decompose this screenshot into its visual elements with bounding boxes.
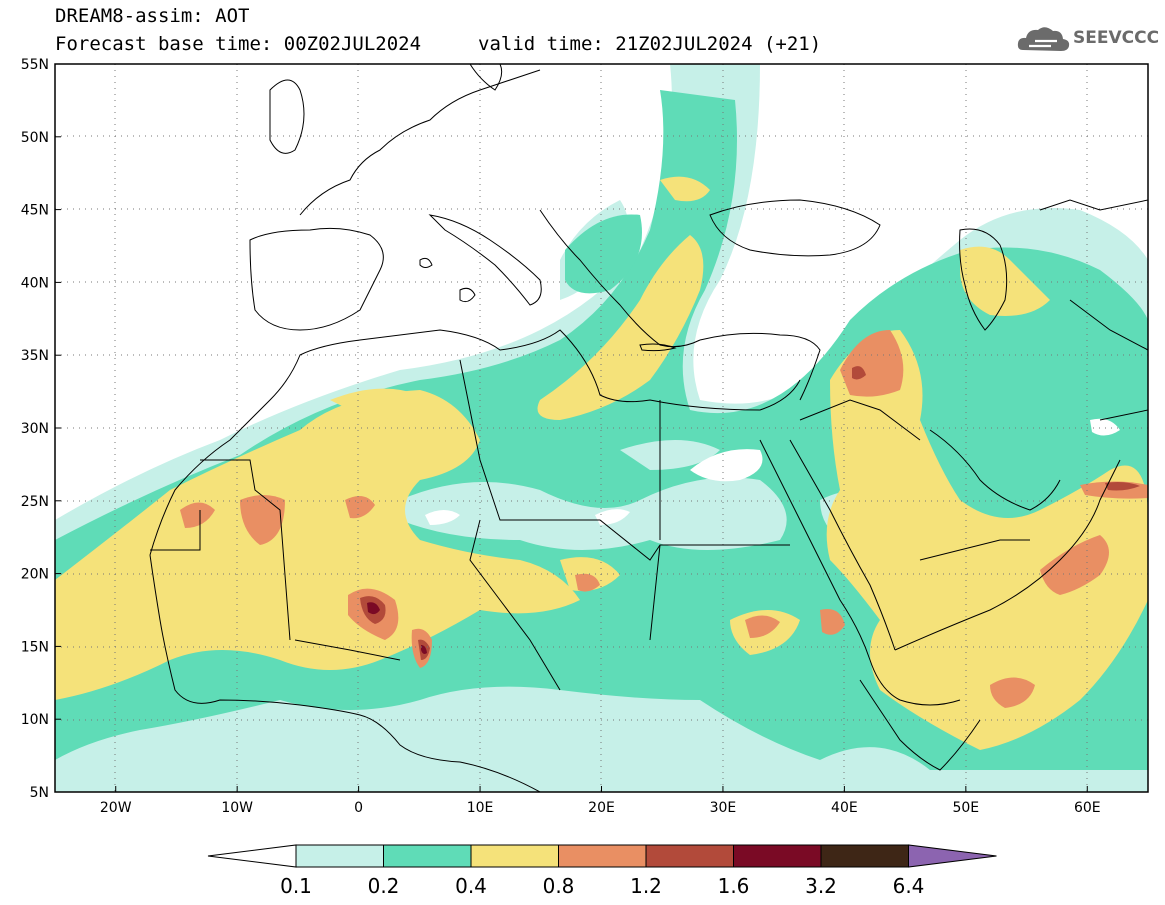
lat-label: 30N	[21, 421, 49, 437]
cloud-logo-icon	[1017, 27, 1070, 51]
lon-label: 40E	[831, 800, 858, 816]
lat-label: 10N	[21, 712, 49, 728]
lon-label: 10W	[221, 800, 253, 816]
lon-label: 50E	[952, 800, 979, 816]
lon-label: 20E	[588, 800, 615, 816]
lat-label: 20N	[21, 567, 49, 583]
lat-label: 25N	[21, 494, 49, 510]
lat-label: 15N	[21, 639, 49, 655]
lon-label: 0	[354, 800, 363, 816]
colorbar-arrow-high	[908, 844, 997, 868]
lat-label: 50N	[21, 130, 49, 146]
colorbar-swatch	[470, 844, 559, 868]
colorbar-label: 0.1	[280, 874, 312, 898]
lon-label: 10E	[467, 800, 494, 816]
colorbar-label: 0.8	[543, 874, 575, 898]
colorbar-label: 6.4	[893, 874, 925, 898]
valid-time-label: valid time: 21Z02JUL2024 (+21)	[478, 33, 822, 55]
longitude-labels: 20W 10W 0 10E 20E 30E 40E 50E 60E	[100, 786, 1101, 816]
colorbar-swatch	[558, 844, 647, 868]
colorbar-swatch	[383, 844, 472, 868]
colorbar-label: 1.6	[718, 874, 750, 898]
colorbar-swatch	[645, 844, 734, 868]
map-title: DREAM8-assim: AOT	[55, 5, 250, 27]
colorbar-swatch	[820, 844, 909, 868]
colorbar-label: 0.4	[455, 874, 487, 898]
lon-label: 20W	[100, 800, 132, 816]
gridlines	[55, 64, 1148, 792]
lat-label: 40N	[21, 275, 49, 291]
logo-text: SEEVCCC	[1073, 28, 1160, 48]
colorbar-label: 0.2	[368, 874, 400, 898]
colorbar: 0.1 0.2 0.4 0.8 1.2 1.6 3.2 6.4	[207, 844, 997, 898]
base-time-label: Forecast base time: 00Z02JUL2024	[55, 33, 422, 55]
lat-label: 35N	[21, 348, 49, 364]
colorbar-swatch	[733, 844, 822, 868]
lat-label: 45N	[21, 203, 49, 219]
lat-label: 55N	[21, 57, 49, 73]
coastlines	[149, 64, 1148, 792]
colorbar-label: 3.2	[805, 874, 837, 898]
lon-label: 30E	[710, 800, 737, 816]
colorbar-label: 1.2	[630, 874, 662, 898]
colorbar-arrow-low	[207, 844, 297, 868]
lon-label: 60E	[1074, 800, 1101, 816]
lat-label: 5N	[30, 785, 49, 801]
seevccc-logo: SEEVCCC	[1015, 20, 1159, 60]
colorbar-swatch	[295, 844, 384, 868]
aot-level-1-6	[367, 602, 427, 654]
latitude-labels: 55N 50N 45N 40N 35N 30N 25N 20N 15N 10N 5N	[21, 57, 61, 801]
